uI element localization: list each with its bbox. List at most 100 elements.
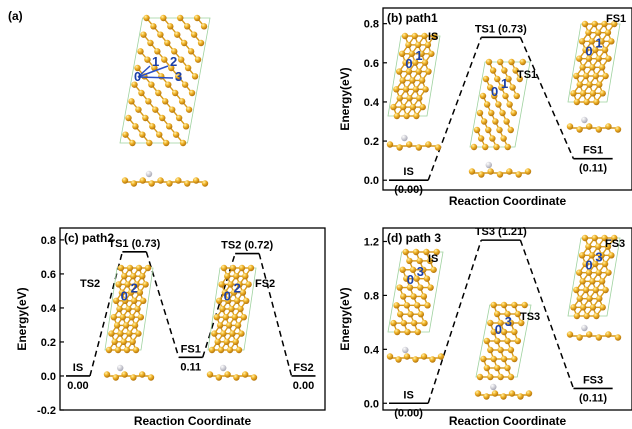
carbon-atom <box>473 126 481 134</box>
carbon-atom <box>586 295 593 302</box>
carbon-atom <box>174 73 182 80</box>
carbon-atom <box>233 374 240 381</box>
y-tick-label: 0.2 <box>364 136 379 148</box>
carbon-atom <box>180 39 188 47</box>
carbon-atom <box>589 278 596 285</box>
carbon-atom <box>190 31 198 38</box>
carbon-atom <box>142 281 149 288</box>
carbon-atom <box>118 289 126 296</box>
carbon-atom <box>233 273 240 280</box>
carbon-atom <box>403 112 410 120</box>
carbon-atom <box>585 269 593 276</box>
carbon-atom <box>487 319 494 327</box>
carbon-atom <box>573 98 581 106</box>
carbon-atom <box>483 101 491 108</box>
site-markers: 01 23 <box>134 54 182 84</box>
carbon-atom <box>148 180 155 187</box>
carbon-atom <box>579 64 586 71</box>
carbon-atom <box>120 338 127 345</box>
carbon-atom <box>239 289 247 296</box>
carbon-atom <box>500 393 507 400</box>
carbon-atom <box>507 373 515 381</box>
panel-a-label: (a) <box>8 9 23 23</box>
carbon-atom <box>142 114 149 122</box>
hydrogen-atom <box>485 161 492 169</box>
carbon-atom <box>175 114 183 122</box>
inset-top-view: 01 <box>567 20 621 106</box>
carbon-atom <box>247 264 255 272</box>
carbon-atom <box>126 264 134 272</box>
carbon-atom <box>576 81 583 88</box>
carbon-atom <box>521 301 528 309</box>
cell-outline <box>119 17 211 144</box>
carbon-atom <box>524 168 532 175</box>
carbon-atom <box>591 20 598 28</box>
carbon-atom <box>110 314 118 321</box>
carbon-atom <box>165 123 173 130</box>
carbon-atom <box>582 260 589 268</box>
state-label-FS1: FS1 <box>181 343 201 355</box>
reaction-path <box>202 253 236 358</box>
site-label: 2 <box>234 281 241 296</box>
hydrogen-atom <box>220 364 227 372</box>
carbon-atom <box>405 41 412 49</box>
reaction-path <box>258 253 293 377</box>
carbon-atom <box>396 68 403 75</box>
carbon-atom <box>237 305 244 313</box>
carbon-atom <box>493 143 500 151</box>
carbon-atom <box>424 302 431 309</box>
chart-path1: 0.0 0.2 0.4 0.6 0.8 Energy(eV) Reaction Coordi… <box>338 7 632 208</box>
carbon-atom <box>423 275 431 282</box>
inset-side-view <box>468 161 532 178</box>
carbon-atom <box>594 29 602 36</box>
inset-side-view <box>386 134 442 151</box>
carbon-atom <box>602 286 609 294</box>
carbon-atom <box>493 310 501 318</box>
site-label: 0 <box>585 257 592 272</box>
carbon-atom <box>418 50 425 57</box>
carbon-atom <box>162 139 170 147</box>
carbon-atom <box>386 141 394 148</box>
carbon-atom <box>585 29 592 36</box>
carbon-atom <box>499 109 506 117</box>
carbon-atom <box>245 281 252 288</box>
carbon-atom <box>140 31 147 38</box>
carbon-atom <box>491 390 499 397</box>
y-tick-label: 0.4 <box>364 97 380 109</box>
carbon-atom <box>398 50 406 57</box>
carbon-atom <box>131 297 138 304</box>
carbon-atom <box>238 330 245 337</box>
site-label-1: 1 <box>152 54 159 69</box>
carbon-atom <box>480 118 488 125</box>
carbon-atom <box>589 90 597 97</box>
carbon-atom <box>393 86 400 93</box>
carbon-atom <box>506 101 513 108</box>
carbon-atom <box>113 322 121 329</box>
carbon-atom <box>177 56 185 63</box>
carbon-atom <box>503 118 510 125</box>
carbon-atom <box>419 103 426 111</box>
carbon-atom <box>414 41 422 49</box>
carbon-atom <box>127 289 135 296</box>
energy-label-TS1: TS1 (0.73) <box>475 23 527 35</box>
carbon-atom <box>476 109 484 117</box>
carbon-atom <box>406 95 413 102</box>
carbon-atom <box>403 353 411 360</box>
carbon-atom <box>114 346 122 354</box>
carbon-atom <box>403 275 410 282</box>
carbon-atom <box>420 293 428 300</box>
carbon-atom <box>396 144 403 151</box>
carbon-atom <box>122 131 129 138</box>
carbon-atom <box>504 364 511 372</box>
carbon-atom <box>208 346 216 354</box>
site-label: 1 <box>595 35 602 50</box>
carbon-atom <box>427 284 434 291</box>
carbon-atom <box>217 346 225 354</box>
carbon-atom <box>579 278 586 285</box>
carbon-atom <box>589 64 596 71</box>
hydrogen-atom <box>401 134 408 142</box>
carbon-atom <box>140 297 147 304</box>
carbon-atom <box>493 364 501 372</box>
carbon-atom <box>152 106 159 113</box>
carbon-atom <box>125 305 132 313</box>
